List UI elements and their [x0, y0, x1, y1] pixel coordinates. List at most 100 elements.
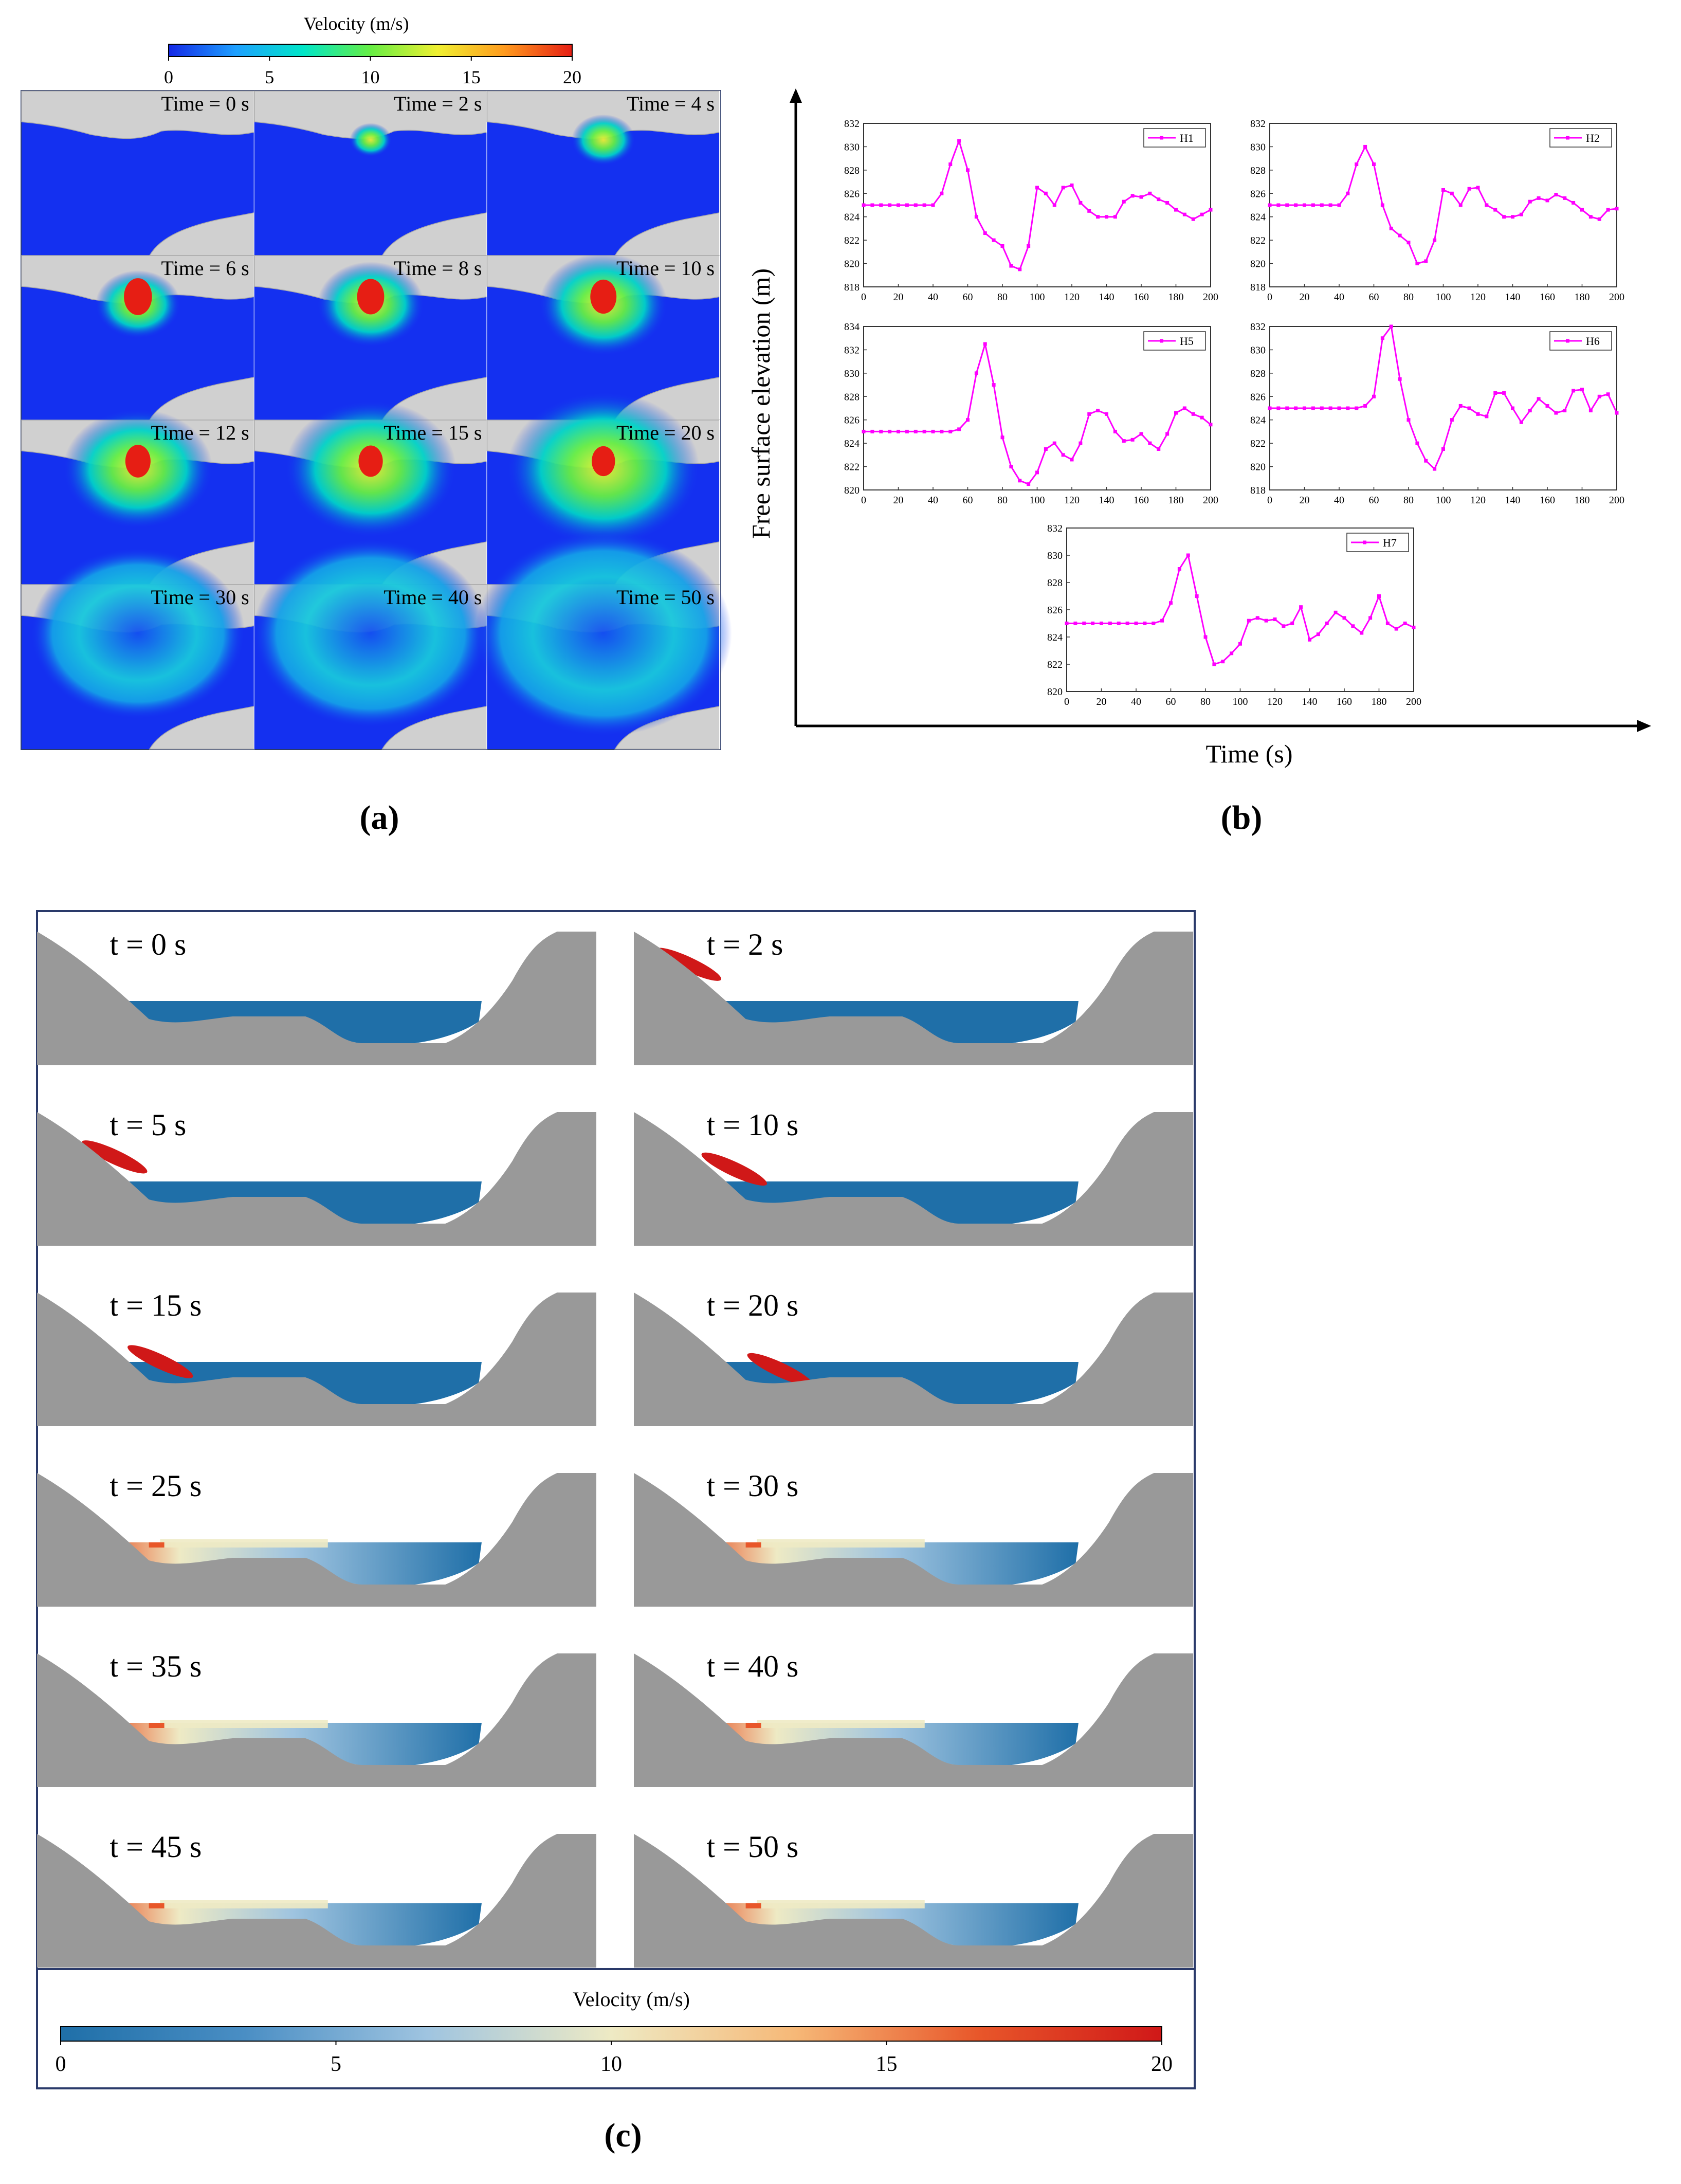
wave-front	[571, 114, 635, 166]
panel-a-frame-cell: Time = 0 s	[21, 90, 255, 256]
data-point	[948, 162, 953, 166]
colorbar-c-ticks: 0 5 10 15 20	[56, 2041, 1173, 2076]
colorbar-tick-label: 0	[56, 2052, 66, 2076]
panel-c-frame-cell: t = 15 s	[37, 1288, 596, 1426]
line-chart-5: 0 20 40 60 80 100 120 140 160 180 200 820 822 824 826 8…	[1047, 523, 1421, 707]
x-tick-label: 80	[997, 292, 1008, 303]
terrain-profile	[634, 1834, 1193, 1968]
colorbar-a-bar	[168, 44, 573, 57]
panel-b: Time (s) Free surface elevation (m) 0 20 4…	[746, 88, 1651, 836]
data-point	[1433, 467, 1437, 471]
data-point	[1087, 412, 1091, 416]
x-tick-label: 120	[1267, 696, 1283, 707]
terrain-profile	[634, 1293, 1193, 1426]
data-point	[1485, 203, 1489, 207]
data-point	[1424, 259, 1428, 263]
data-point	[913, 429, 918, 433]
data-point	[1113, 215, 1117, 219]
data-point	[1108, 622, 1112, 625]
legend-label: H5	[1180, 335, 1194, 348]
terrain-profile	[37, 1293, 596, 1426]
data-point	[1545, 404, 1549, 408]
data-point	[1372, 394, 1376, 398]
y-tick-label: 824	[844, 212, 860, 223]
data-point	[1424, 459, 1428, 463]
data-point	[1174, 208, 1178, 212]
slide-mass	[701, 1152, 768, 1186]
panel-a-frame-time: Time = 12 s	[151, 421, 249, 444]
data-point	[992, 238, 996, 242]
data-point	[1554, 411, 1558, 415]
panel-a-frame-time: Time = 30 s	[151, 586, 249, 609]
data-point	[1125, 622, 1129, 625]
panel-c-frame-cell: t = 40 s	[634, 1649, 1193, 1787]
panel-a-frame-time: Time = 20 s	[616, 421, 715, 444]
y-tick-label: 830	[1047, 550, 1063, 561]
y-tick-label: 828	[844, 165, 860, 176]
data-point	[1398, 377, 1402, 381]
panel-c-frame-time: t = 2 s	[706, 927, 783, 961]
colorbar-tick-label: 20	[1151, 2052, 1173, 2076]
panel-b-x-arrow	[1637, 720, 1651, 732]
flow-tip	[745, 1903, 761, 1908]
data-point	[1385, 622, 1390, 625]
data-point	[1563, 409, 1567, 413]
colorbar-tick-label: 0	[164, 67, 173, 87]
terrain-lower	[381, 212, 488, 256]
x-tick-label: 100	[1436, 495, 1451, 506]
data-point	[1337, 203, 1341, 207]
data-point	[1209, 423, 1213, 427]
x-tick-label: 160	[1134, 495, 1149, 506]
x-tick-label: 20	[893, 495, 904, 506]
data-point	[1221, 660, 1225, 664]
data-point	[870, 429, 874, 433]
terrain-lower	[149, 705, 255, 750]
data-point	[931, 429, 935, 433]
y-tick-label: 818	[1250, 485, 1266, 496]
terrain-profile	[37, 1112, 596, 1246]
data-point	[1403, 622, 1407, 625]
data-point	[1351, 624, 1355, 628]
panel-b-charts: 0 20 40 60 80 100 120 140 160 180 2008188208228248…	[844, 118, 1624, 707]
data-point	[1143, 622, 1147, 625]
data-point	[879, 429, 883, 433]
data-point	[1122, 199, 1126, 204]
data-point	[1337, 406, 1341, 410]
y-tick-label: 824	[1250, 415, 1266, 426]
data-point	[1467, 406, 1471, 410]
data-point	[1294, 406, 1298, 410]
data-point	[1212, 662, 1216, 666]
data-point	[1130, 194, 1135, 198]
x-tick-label: 200	[1406, 696, 1421, 707]
x-tick-label: 80	[997, 495, 1008, 506]
x-tick-label: 140	[1505, 495, 1521, 506]
flow-tip	[149, 1542, 165, 1548]
x-tick-label: 140	[1505, 292, 1521, 303]
data-point	[1157, 447, 1161, 451]
y-tick-label: 828	[844, 391, 860, 403]
y-tick-label: 830	[844, 368, 860, 379]
x-tick-label: 100	[1030, 292, 1045, 303]
y-tick-label: 832	[1047, 523, 1063, 534]
colorbar-tick-label: 5	[265, 67, 274, 87]
data-point	[1182, 212, 1186, 216]
panel-a-frame-time: Time = 6 s	[161, 257, 249, 280]
y-tick-label: 828	[1250, 368, 1266, 379]
data-point	[879, 203, 883, 207]
panel-a-frame-cell: Time = 8 s	[253, 255, 488, 421]
data-point	[1152, 622, 1156, 625]
data-point	[1018, 267, 1022, 271]
x-tick-label: 80	[1200, 696, 1211, 707]
data-point	[1035, 470, 1039, 475]
data-point	[1615, 207, 1619, 211]
data-point	[1333, 610, 1338, 614]
data-point	[1264, 618, 1268, 623]
panel-c-frame-time: t = 30 s	[706, 1469, 798, 1503]
data-point	[1157, 197, 1161, 202]
data-point	[1200, 415, 1204, 420]
x-tick-label: 140	[1099, 292, 1114, 303]
data-point	[1096, 215, 1100, 219]
terrain-profile	[37, 1653, 596, 1787]
data-point	[948, 429, 953, 433]
